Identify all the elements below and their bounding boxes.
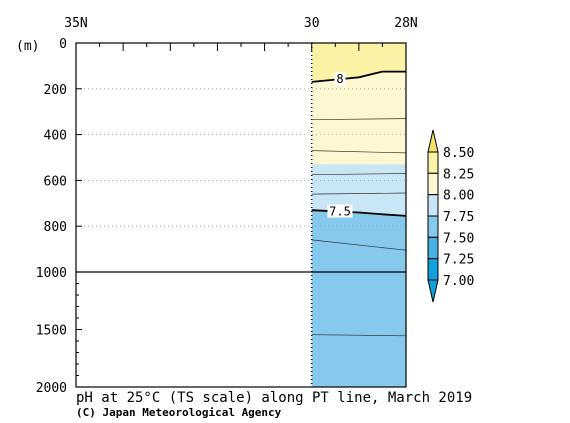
y-tick-label-1: 200	[44, 83, 67, 98]
x-tick-label-1: 30	[304, 16, 320, 31]
y-tick-label-5: 1000	[36, 266, 67, 281]
colorbar-label-3: 7.75	[443, 210, 474, 225]
contour-bands	[311, 43, 406, 387]
colorbar-label-4: 7.50	[443, 231, 474, 246]
contour-minor-2	[311, 173, 407, 176]
contour-label-bg-0	[334, 72, 346, 86]
y-tick-label-6: 1500	[36, 324, 67, 339]
y-tick-label-0: 0	[59, 37, 67, 52]
x-tick-label-2: 28N	[394, 16, 417, 31]
contour-label-bg-1	[327, 204, 353, 218]
x-tick-label-0: 35N	[64, 16, 87, 31]
colorbar-label-0: 8.50	[443, 146, 474, 161]
colorbar-swatch-0	[427, 151, 439, 174]
colorbar-swatch-4	[427, 236, 439, 260]
colorbar-label-6: 7.00	[443, 274, 474, 289]
chart-title: pH at 25°C (TS scale) along PT line, Mar…	[76, 390, 473, 406]
contour-minor-1	[311, 150, 407, 154]
y-tick-label-2: 400	[44, 129, 67, 144]
contour-minor-5	[311, 334, 407, 337]
colorbar-top-arrow	[427, 129, 439, 153]
contour-minor-0	[311, 118, 407, 121]
band-2	[311, 164, 406, 216]
credit-text: (C) Japan Meteorological Agency	[76, 406, 282, 419]
colorbar-swatch-5	[427, 258, 439, 281]
gridlines	[76, 43, 406, 387]
y-tick-label-7: 2000	[36, 381, 67, 396]
band-1	[311, 71, 406, 165]
contour-lines: 87.5	[311, 70, 407, 337]
y-axis-ticks: 0 200 400 600 800 1000 1500 2000	[36, 37, 82, 396]
contour-minor-4	[311, 239, 407, 251]
colorbar-swatch-3	[427, 215, 439, 238]
y-tick-label-4: 800	[44, 220, 67, 235]
contour-major-0	[311, 70, 406, 83]
colorbar-label-5: 7.25	[443, 253, 474, 268]
contour-minor-3	[311, 192, 407, 195]
band-3	[311, 210, 406, 387]
colorbar-swatch-2	[427, 194, 439, 217]
colorbar-swatch-1	[427, 172, 439, 196]
contour-label-1: 7.5	[329, 205, 351, 219]
contour-label-0: 8	[336, 72, 343, 86]
colorbar: 8.50 8.25 8.00 7.75 7.50 7.25 7.00	[427, 129, 474, 303]
contour-major-1	[311, 209, 407, 217]
y-tick-label-3: 600	[44, 174, 67, 189]
colorbar-bottom-arrow	[427, 279, 439, 303]
y-axis-unit: (m)	[16, 39, 39, 54]
colorbar-label-1: 8.25	[443, 167, 474, 182]
x-axis-ticks: 35N 30 28N	[64, 16, 418, 51]
colorbar-label-2: 8.00	[443, 189, 474, 204]
